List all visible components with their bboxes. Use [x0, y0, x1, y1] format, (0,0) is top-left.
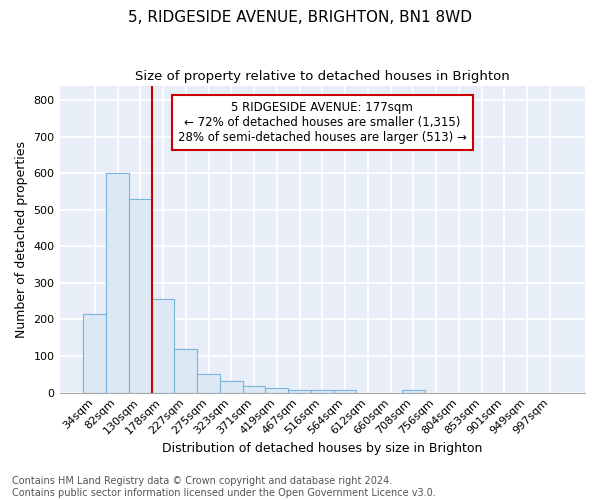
X-axis label: Distribution of detached houses by size in Brighton: Distribution of detached houses by size …: [162, 442, 482, 455]
Bar: [288, 390, 311, 392]
Bar: [265, 388, 288, 392]
Text: 5 RIDGESIDE AVENUE: 177sqm
← 72% of detached houses are smaller (1,315)
28% of s: 5 RIDGESIDE AVENUE: 177sqm ← 72% of deta…: [178, 101, 467, 144]
Bar: [197, 374, 220, 392]
Text: Contains HM Land Registry data © Crown copyright and database right 2024.
Contai: Contains HM Land Registry data © Crown c…: [12, 476, 436, 498]
Text: 5, RIDGESIDE AVENUE, BRIGHTON, BN1 8WD: 5, RIDGESIDE AVENUE, BRIGHTON, BN1 8WD: [128, 10, 472, 25]
Bar: [83, 314, 106, 392]
Bar: [402, 390, 425, 392]
Bar: [152, 300, 175, 392]
Bar: [175, 350, 197, 393]
Title: Size of property relative to detached houses in Brighton: Size of property relative to detached ho…: [135, 70, 509, 83]
Y-axis label: Number of detached properties: Number of detached properties: [15, 140, 28, 338]
Bar: [106, 174, 129, 392]
Bar: [311, 390, 334, 392]
Bar: [220, 380, 242, 392]
Bar: [242, 386, 265, 392]
Bar: [334, 390, 356, 392]
Bar: [129, 199, 152, 392]
